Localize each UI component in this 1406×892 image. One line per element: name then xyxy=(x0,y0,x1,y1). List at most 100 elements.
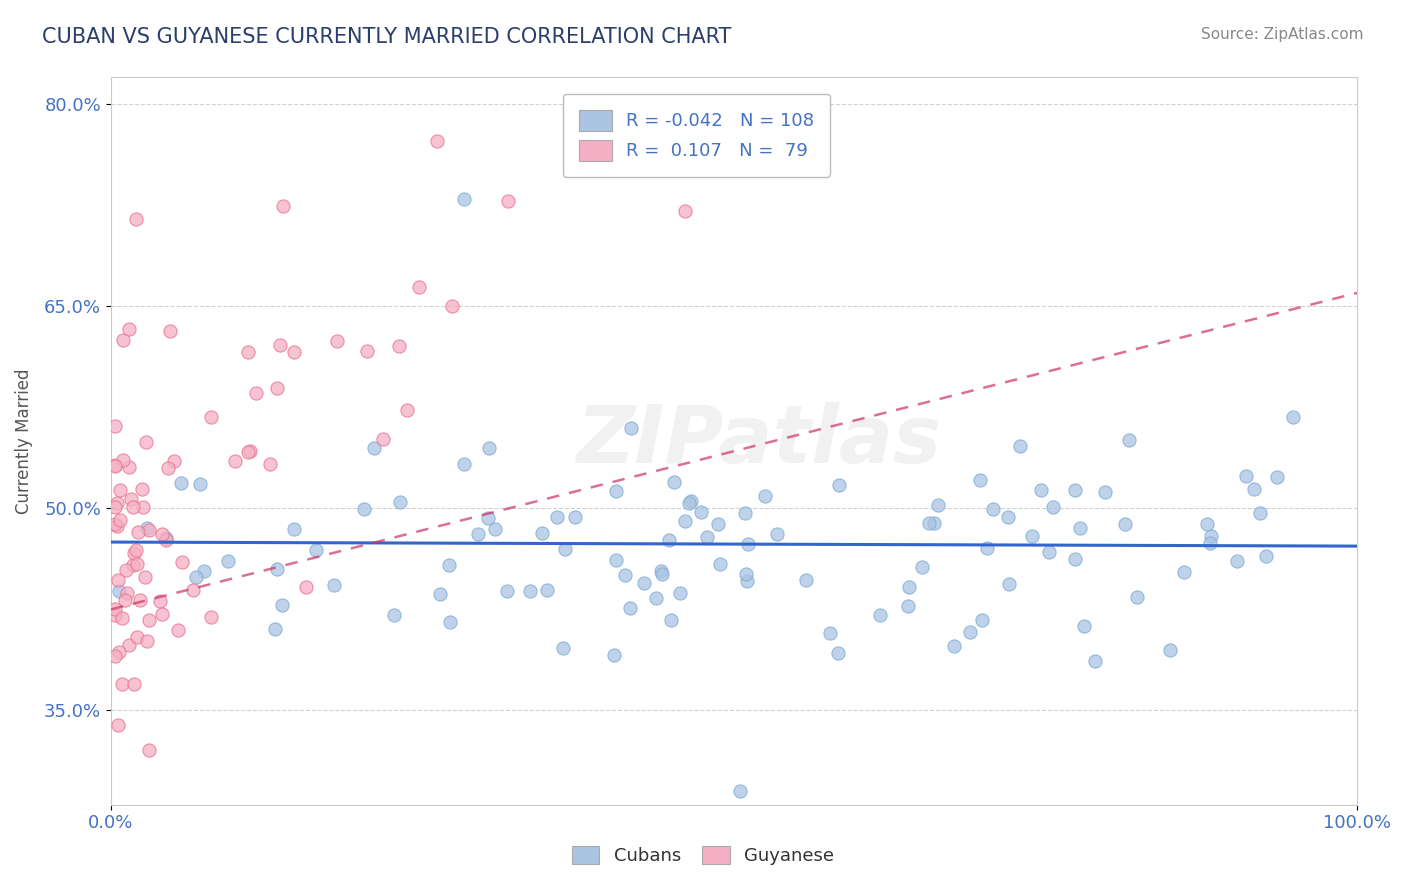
Point xyxy=(1197,516,1219,531)
Point xyxy=(200,609,222,624)
Point xyxy=(564,510,586,524)
Point xyxy=(603,648,626,662)
Point xyxy=(519,583,541,598)
Point xyxy=(981,501,1004,516)
Point xyxy=(437,558,460,573)
Point xyxy=(107,573,129,587)
Point xyxy=(105,519,128,533)
Point xyxy=(1064,552,1087,566)
Point xyxy=(122,558,145,573)
Point xyxy=(554,542,576,557)
Text: ZIPatlas: ZIPatlas xyxy=(576,402,942,480)
Point xyxy=(323,578,346,592)
Point xyxy=(551,641,574,656)
Point xyxy=(659,613,682,627)
Point xyxy=(1038,545,1060,559)
Point xyxy=(159,324,181,338)
Point xyxy=(259,457,281,471)
Point xyxy=(467,527,489,541)
Point xyxy=(1094,484,1116,499)
Point xyxy=(104,500,127,514)
Point xyxy=(104,648,127,663)
Point xyxy=(658,533,681,547)
Point xyxy=(131,482,153,496)
Point xyxy=(266,562,288,576)
Point xyxy=(388,339,411,353)
Point xyxy=(972,613,994,627)
Point xyxy=(107,644,129,658)
Point xyxy=(305,542,328,557)
Point xyxy=(619,601,641,615)
Point xyxy=(111,611,134,625)
Point xyxy=(245,385,267,400)
Point xyxy=(1021,529,1043,543)
Point xyxy=(546,510,568,524)
Point xyxy=(134,570,156,584)
Point xyxy=(125,630,148,644)
Point xyxy=(605,483,627,498)
Point xyxy=(193,565,215,579)
Point xyxy=(969,474,991,488)
Point xyxy=(395,403,418,417)
Y-axis label: Currently Married: Currently Married xyxy=(15,368,32,514)
Point xyxy=(645,591,668,605)
Point xyxy=(672,97,695,112)
Point xyxy=(163,454,186,468)
Point xyxy=(1226,554,1249,568)
Point xyxy=(111,677,134,691)
Point xyxy=(107,718,129,732)
Point xyxy=(150,526,173,541)
Point xyxy=(108,584,131,599)
Point xyxy=(325,334,347,348)
Point xyxy=(132,500,155,515)
Point xyxy=(114,593,136,607)
Point xyxy=(869,608,891,623)
Legend: Cubans, Guyanese: Cubans, Guyanese xyxy=(562,837,844,874)
Point xyxy=(737,537,759,551)
Point xyxy=(111,453,134,467)
Point xyxy=(120,492,142,507)
Point xyxy=(1282,409,1305,424)
Point xyxy=(104,419,127,434)
Point xyxy=(136,634,159,648)
Point xyxy=(1069,521,1091,535)
Text: Source: ZipAtlas.com: Source: ZipAtlas.com xyxy=(1201,27,1364,42)
Point xyxy=(236,345,259,359)
Point xyxy=(112,333,135,347)
Point xyxy=(754,489,776,503)
Point xyxy=(388,495,411,509)
Point xyxy=(496,194,519,208)
Point xyxy=(108,483,131,497)
Point xyxy=(943,639,966,653)
Point xyxy=(270,599,292,613)
Point xyxy=(477,511,499,525)
Point xyxy=(135,435,157,450)
Point xyxy=(496,584,519,599)
Point xyxy=(477,441,499,455)
Point xyxy=(1031,483,1053,498)
Legend: R = -0.042   N = 108, R =  0.107   N =  79: R = -0.042 N = 108, R = 0.107 N = 79 xyxy=(562,94,831,177)
Point xyxy=(166,623,188,637)
Point xyxy=(818,625,841,640)
Point xyxy=(200,410,222,425)
Point xyxy=(662,475,685,489)
Point xyxy=(678,496,700,510)
Point xyxy=(484,522,506,536)
Point xyxy=(765,527,787,541)
Point xyxy=(918,516,941,530)
Point xyxy=(734,506,756,520)
Point xyxy=(283,522,305,536)
Point xyxy=(897,599,920,613)
Point xyxy=(453,457,475,471)
Point xyxy=(1199,536,1222,550)
Point xyxy=(605,553,627,567)
Point xyxy=(735,574,758,589)
Point xyxy=(283,345,305,359)
Point xyxy=(668,585,690,599)
Point xyxy=(439,615,461,630)
Point xyxy=(363,441,385,455)
Point xyxy=(125,211,148,226)
Point xyxy=(1042,500,1064,515)
Point xyxy=(118,638,141,652)
Point xyxy=(530,525,553,540)
